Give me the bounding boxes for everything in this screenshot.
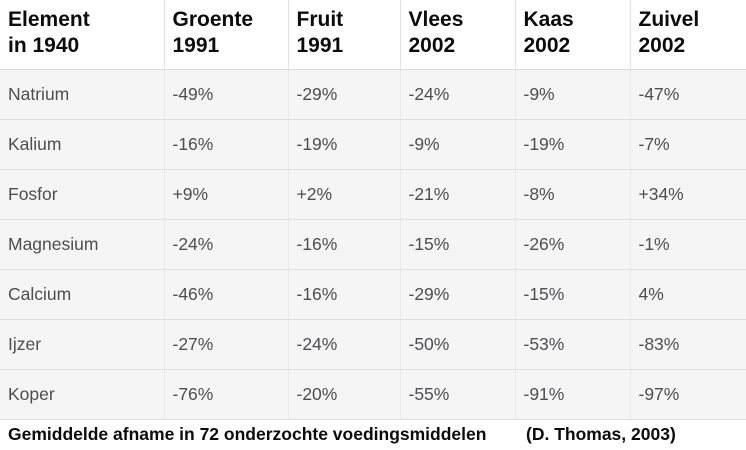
value-cell: -16% [288,219,401,270]
value-cell: -16% [164,119,289,170]
header-line: Element [8,8,90,31]
col-header-kaas: Kaas 2002 [515,0,631,70]
nutrient-decline-table: Element in 1940 Groente 1991 Fruit 1991 … [0,0,746,420]
value-cell: -16% [288,269,401,320]
value-cell: -29% [400,269,516,320]
value-cell: +9% [164,169,289,220]
header-line: 2002 [523,34,571,57]
caption-text: Gemiddelde afname in 72 onderzochte voed… [8,423,487,444]
value-cell: +34% [630,169,746,220]
element-name-cell: Calcium [0,269,165,320]
value-cell: -19% [288,119,401,170]
value-cell: -53% [515,319,631,370]
table-row: Ijzer -27% -24% -50% -53% -83% [0,319,746,370]
value-cell: -15% [515,269,631,320]
value-cell: -50% [400,319,516,370]
header-line: 2002 [638,34,686,57]
header-line: Vlees [408,8,464,31]
element-name-cell: Ijzer [0,319,165,370]
col-header-zuivel: Zuivel 2002 [630,0,746,70]
element-name-cell: Magnesium [0,219,165,270]
value-cell: -83% [630,319,746,370]
value-cell: -19% [515,119,631,170]
value-cell: -20% [288,369,401,420]
value-cell: -9% [400,119,516,170]
value-cell: -21% [400,169,516,220]
value-cell: -27% [164,319,289,370]
value-cell: -26% [515,219,631,270]
table-row: Calcium -46% -16% -29% -15% 4% [0,269,746,320]
table-row: Fosfor +9% +2% -21% -8% +34% [0,169,746,220]
value-cell: -97% [630,369,746,420]
value-cell: -7% [630,119,746,170]
header-line: Fruit [296,8,344,31]
source-text: (D. Thomas, 2003) [526,423,676,444]
header-line: Groente [172,8,254,31]
value-cell: -55% [400,369,516,420]
header-line: 2002 [408,34,456,57]
header-line: in 1940 [8,34,80,57]
value-cell: -24% [164,219,289,270]
table-header: Element in 1940 Groente 1991 Fruit 1991 … [0,0,746,70]
value-cell: -1% [630,219,746,270]
value-cell: 4% [630,269,746,320]
header-row: Element in 1940 Groente 1991 Fruit 1991 … [0,0,746,70]
element-name-cell: Kalium [0,119,165,170]
table-caption-bar: Gemiddelde afname in 72 onderzochte voed… [0,419,746,450]
element-name-cell: Natrium [0,69,165,120]
col-header-groente: Groente 1991 [164,0,289,70]
col-header-element: Element in 1940 [0,0,165,70]
header-line: 1991 [296,34,344,57]
value-cell: -15% [400,219,516,270]
header-line: Kaas [523,8,574,31]
value-cell: -49% [164,69,289,120]
value-cell: -47% [630,69,746,120]
value-cell: +2% [288,169,401,220]
table-body: Natrium -49% -29% -24% -9% -47% Kalium -… [0,69,746,420]
value-cell: -9% [515,69,631,120]
value-cell: -76% [164,369,289,420]
col-header-vlees: Vlees 2002 [400,0,516,70]
col-header-fruit: Fruit 1991 [288,0,401,70]
element-name-cell: Fosfor [0,169,165,220]
value-cell: -46% [164,269,289,320]
value-cell: -24% [288,319,401,370]
value-cell: -24% [400,69,516,120]
value-cell: -8% [515,169,631,220]
value-cell: -91% [515,369,631,420]
header-line: 1991 [172,34,220,57]
table-row: Koper -76% -20% -55% -91% -97% [0,369,746,420]
value-cell: -29% [288,69,401,120]
table-row: Kalium -16% -19% -9% -19% -7% [0,119,746,170]
table-row: Natrium -49% -29% -24% -9% -47% [0,69,746,120]
header-line: Zuivel [638,8,700,31]
element-name-cell: Koper [0,369,165,420]
table-row: Magnesium -24% -16% -15% -26% -1% [0,219,746,270]
